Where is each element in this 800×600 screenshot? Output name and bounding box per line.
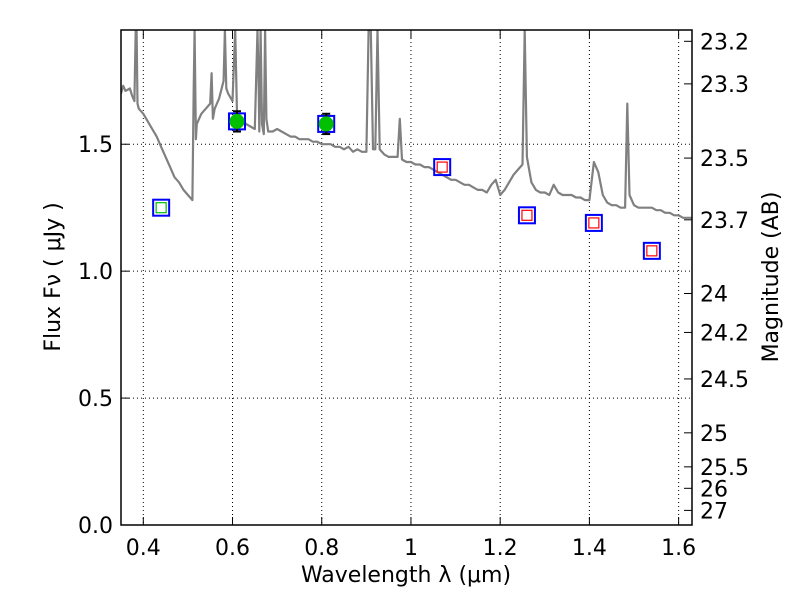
x-axis-label: Wavelength λ (μm) — [301, 563, 511, 588]
right-axis-label: Magnitude (AB) — [759, 192, 784, 363]
right-tick-label: 25 — [700, 422, 728, 447]
observed-points-layer — [152, 110, 661, 260]
photometry-marker — [521, 209, 533, 221]
synthetic-photometry-square — [642, 241, 661, 260]
y-tick-label: 0.5 — [78, 387, 113, 412]
x-tick-label: 1.2 — [483, 536, 518, 561]
photometry-marker — [588, 217, 600, 229]
grid-lines — [121, 30, 692, 526]
y-tick-label: 0.0 — [78, 514, 113, 539]
x-tick-label: 0.6 — [215, 536, 250, 561]
observed-flux-point — [229, 113, 245, 129]
x-tick-label: 1.6 — [661, 536, 696, 561]
right-tick-label: 23.3 — [700, 73, 749, 98]
x-tick-label: 1.4 — [572, 536, 607, 561]
synthetic-photometry-square — [584, 213, 603, 232]
right-tick-label: 24.5 — [700, 368, 749, 393]
photometry-marker — [436, 161, 448, 173]
model-spectrum-line — [121, 30, 692, 219]
right-tick-label: 26 — [700, 477, 728, 502]
synthetic-photometry-square — [433, 158, 452, 177]
right-tick-label: 27 — [700, 499, 728, 524]
right-tick-label: 23.7 — [700, 209, 749, 234]
y-axis-label: Flux Fν ( μJy ) — [41, 202, 66, 351]
right-tick-label: 24 — [700, 282, 728, 307]
right-tick-label: 23.2 — [700, 30, 749, 55]
photometry-marker — [646, 245, 658, 257]
right-tick-label: 24.2 — [700, 321, 749, 346]
observed-flux-point — [318, 116, 334, 132]
y-tick-label: 1.0 — [78, 260, 113, 285]
right-tick-label: 25.5 — [700, 456, 749, 481]
x-tick-label: 0.8 — [304, 536, 339, 561]
right-tick-label: 23.5 — [700, 147, 749, 172]
plot-frame — [120, 29, 693, 526]
synthetic-photometry-square — [517, 206, 536, 225]
model-spectrum-layer — [121, 30, 692, 219]
axis-ticks: 0.4 0.6 0.8 1 1.2 1.4 1.6 0.0 0.5 1.0 1.5 23.2 23.3 2… — [78, 30, 749, 561]
x-tick-label: 0.4 — [126, 536, 161, 561]
x-tick-label: 1 — [404, 536, 418, 561]
photometry-marker — [155, 202, 167, 214]
synthetic-photometry-square — [152, 198, 171, 217]
y-tick-label: 1.5 — [78, 133, 113, 158]
